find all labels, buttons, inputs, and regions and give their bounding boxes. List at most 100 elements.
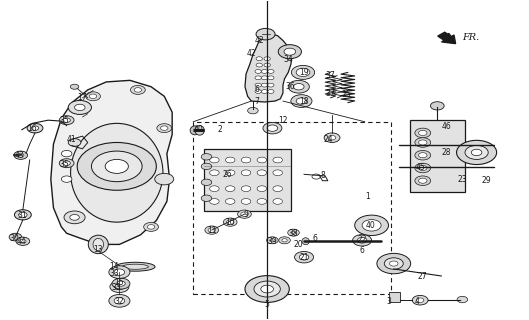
Circle shape	[201, 154, 212, 160]
Circle shape	[389, 261, 398, 266]
Text: 27: 27	[418, 272, 427, 281]
Circle shape	[223, 218, 237, 226]
Circle shape	[296, 68, 310, 76]
Text: 38: 38	[289, 229, 298, 238]
Circle shape	[77, 142, 157, 190]
Circle shape	[201, 179, 212, 186]
Circle shape	[415, 150, 431, 160]
Circle shape	[20, 239, 26, 243]
Text: 9: 9	[243, 210, 249, 219]
Circle shape	[209, 198, 219, 204]
Circle shape	[418, 153, 427, 158]
Text: 45: 45	[415, 164, 425, 172]
Text: 8: 8	[320, 172, 325, 180]
Circle shape	[16, 237, 30, 245]
Circle shape	[225, 170, 235, 176]
Circle shape	[225, 157, 235, 163]
Circle shape	[296, 98, 307, 104]
Text: 32: 32	[115, 297, 124, 306]
Circle shape	[312, 174, 321, 179]
Text: 28: 28	[442, 148, 451, 156]
Circle shape	[284, 48, 296, 55]
Circle shape	[157, 124, 171, 132]
Circle shape	[256, 28, 275, 40]
Circle shape	[415, 128, 431, 138]
Text: 16: 16	[28, 124, 37, 132]
Circle shape	[70, 214, 79, 220]
Circle shape	[27, 123, 43, 133]
Circle shape	[261, 76, 268, 80]
Text: 11: 11	[207, 226, 216, 235]
Bar	[409, 120, 465, 192]
Circle shape	[255, 76, 261, 80]
Circle shape	[415, 176, 431, 186]
Text: 39: 39	[268, 237, 277, 246]
Circle shape	[112, 278, 130, 289]
Bar	[204, 149, 291, 211]
Text: 4: 4	[415, 297, 420, 306]
Circle shape	[362, 220, 381, 231]
Circle shape	[209, 157, 219, 163]
Circle shape	[273, 186, 282, 192]
Circle shape	[295, 252, 314, 263]
Text: 44: 44	[17, 237, 26, 246]
Text: 33: 33	[110, 268, 119, 278]
Circle shape	[63, 161, 70, 165]
Circle shape	[248, 108, 258, 114]
Circle shape	[273, 198, 282, 204]
Circle shape	[241, 157, 251, 163]
Circle shape	[267, 125, 278, 131]
Text: 17: 17	[78, 93, 87, 102]
Circle shape	[238, 210, 251, 218]
Circle shape	[384, 258, 403, 269]
Text: 19: 19	[299, 68, 309, 77]
Text: 25: 25	[341, 90, 351, 99]
Bar	[193, 122, 391, 294]
Ellipse shape	[93, 238, 104, 251]
Circle shape	[109, 294, 130, 307]
Circle shape	[261, 285, 273, 293]
Text: 13: 13	[94, 245, 103, 254]
Circle shape	[273, 170, 282, 176]
Text: 37: 37	[325, 71, 335, 80]
Circle shape	[105, 159, 129, 173]
Circle shape	[270, 239, 275, 242]
Circle shape	[241, 198, 251, 204]
Circle shape	[418, 165, 427, 171]
Circle shape	[268, 90, 274, 93]
Ellipse shape	[70, 123, 163, 222]
Circle shape	[75, 104, 85, 111]
Circle shape	[245, 276, 289, 302]
Circle shape	[68, 100, 92, 115]
Circle shape	[92, 151, 142, 182]
Ellipse shape	[122, 264, 149, 269]
Circle shape	[416, 298, 424, 302]
Text: 10: 10	[225, 218, 235, 227]
Circle shape	[412, 295, 428, 305]
Circle shape	[431, 102, 444, 110]
Circle shape	[14, 151, 28, 159]
Circle shape	[355, 215, 388, 236]
Circle shape	[114, 298, 125, 304]
Circle shape	[59, 116, 74, 124]
Circle shape	[144, 222, 159, 231]
Text: 33: 33	[112, 283, 122, 292]
Circle shape	[261, 90, 268, 93]
Circle shape	[267, 237, 278, 244]
Text: 41: 41	[67, 135, 77, 144]
Circle shape	[415, 138, 431, 147]
Circle shape	[457, 140, 497, 164]
Circle shape	[225, 186, 235, 192]
Circle shape	[201, 163, 212, 170]
Circle shape	[209, 186, 219, 192]
Circle shape	[268, 69, 274, 73]
Text: 6: 6	[312, 234, 317, 243]
Text: 2: 2	[217, 125, 222, 134]
Text: 35: 35	[59, 116, 69, 125]
Text: 31: 31	[17, 211, 26, 220]
Text: 30: 30	[9, 234, 19, 243]
Circle shape	[358, 237, 367, 243]
Circle shape	[291, 95, 312, 108]
Polygon shape	[51, 80, 172, 244]
Circle shape	[9, 233, 22, 241]
